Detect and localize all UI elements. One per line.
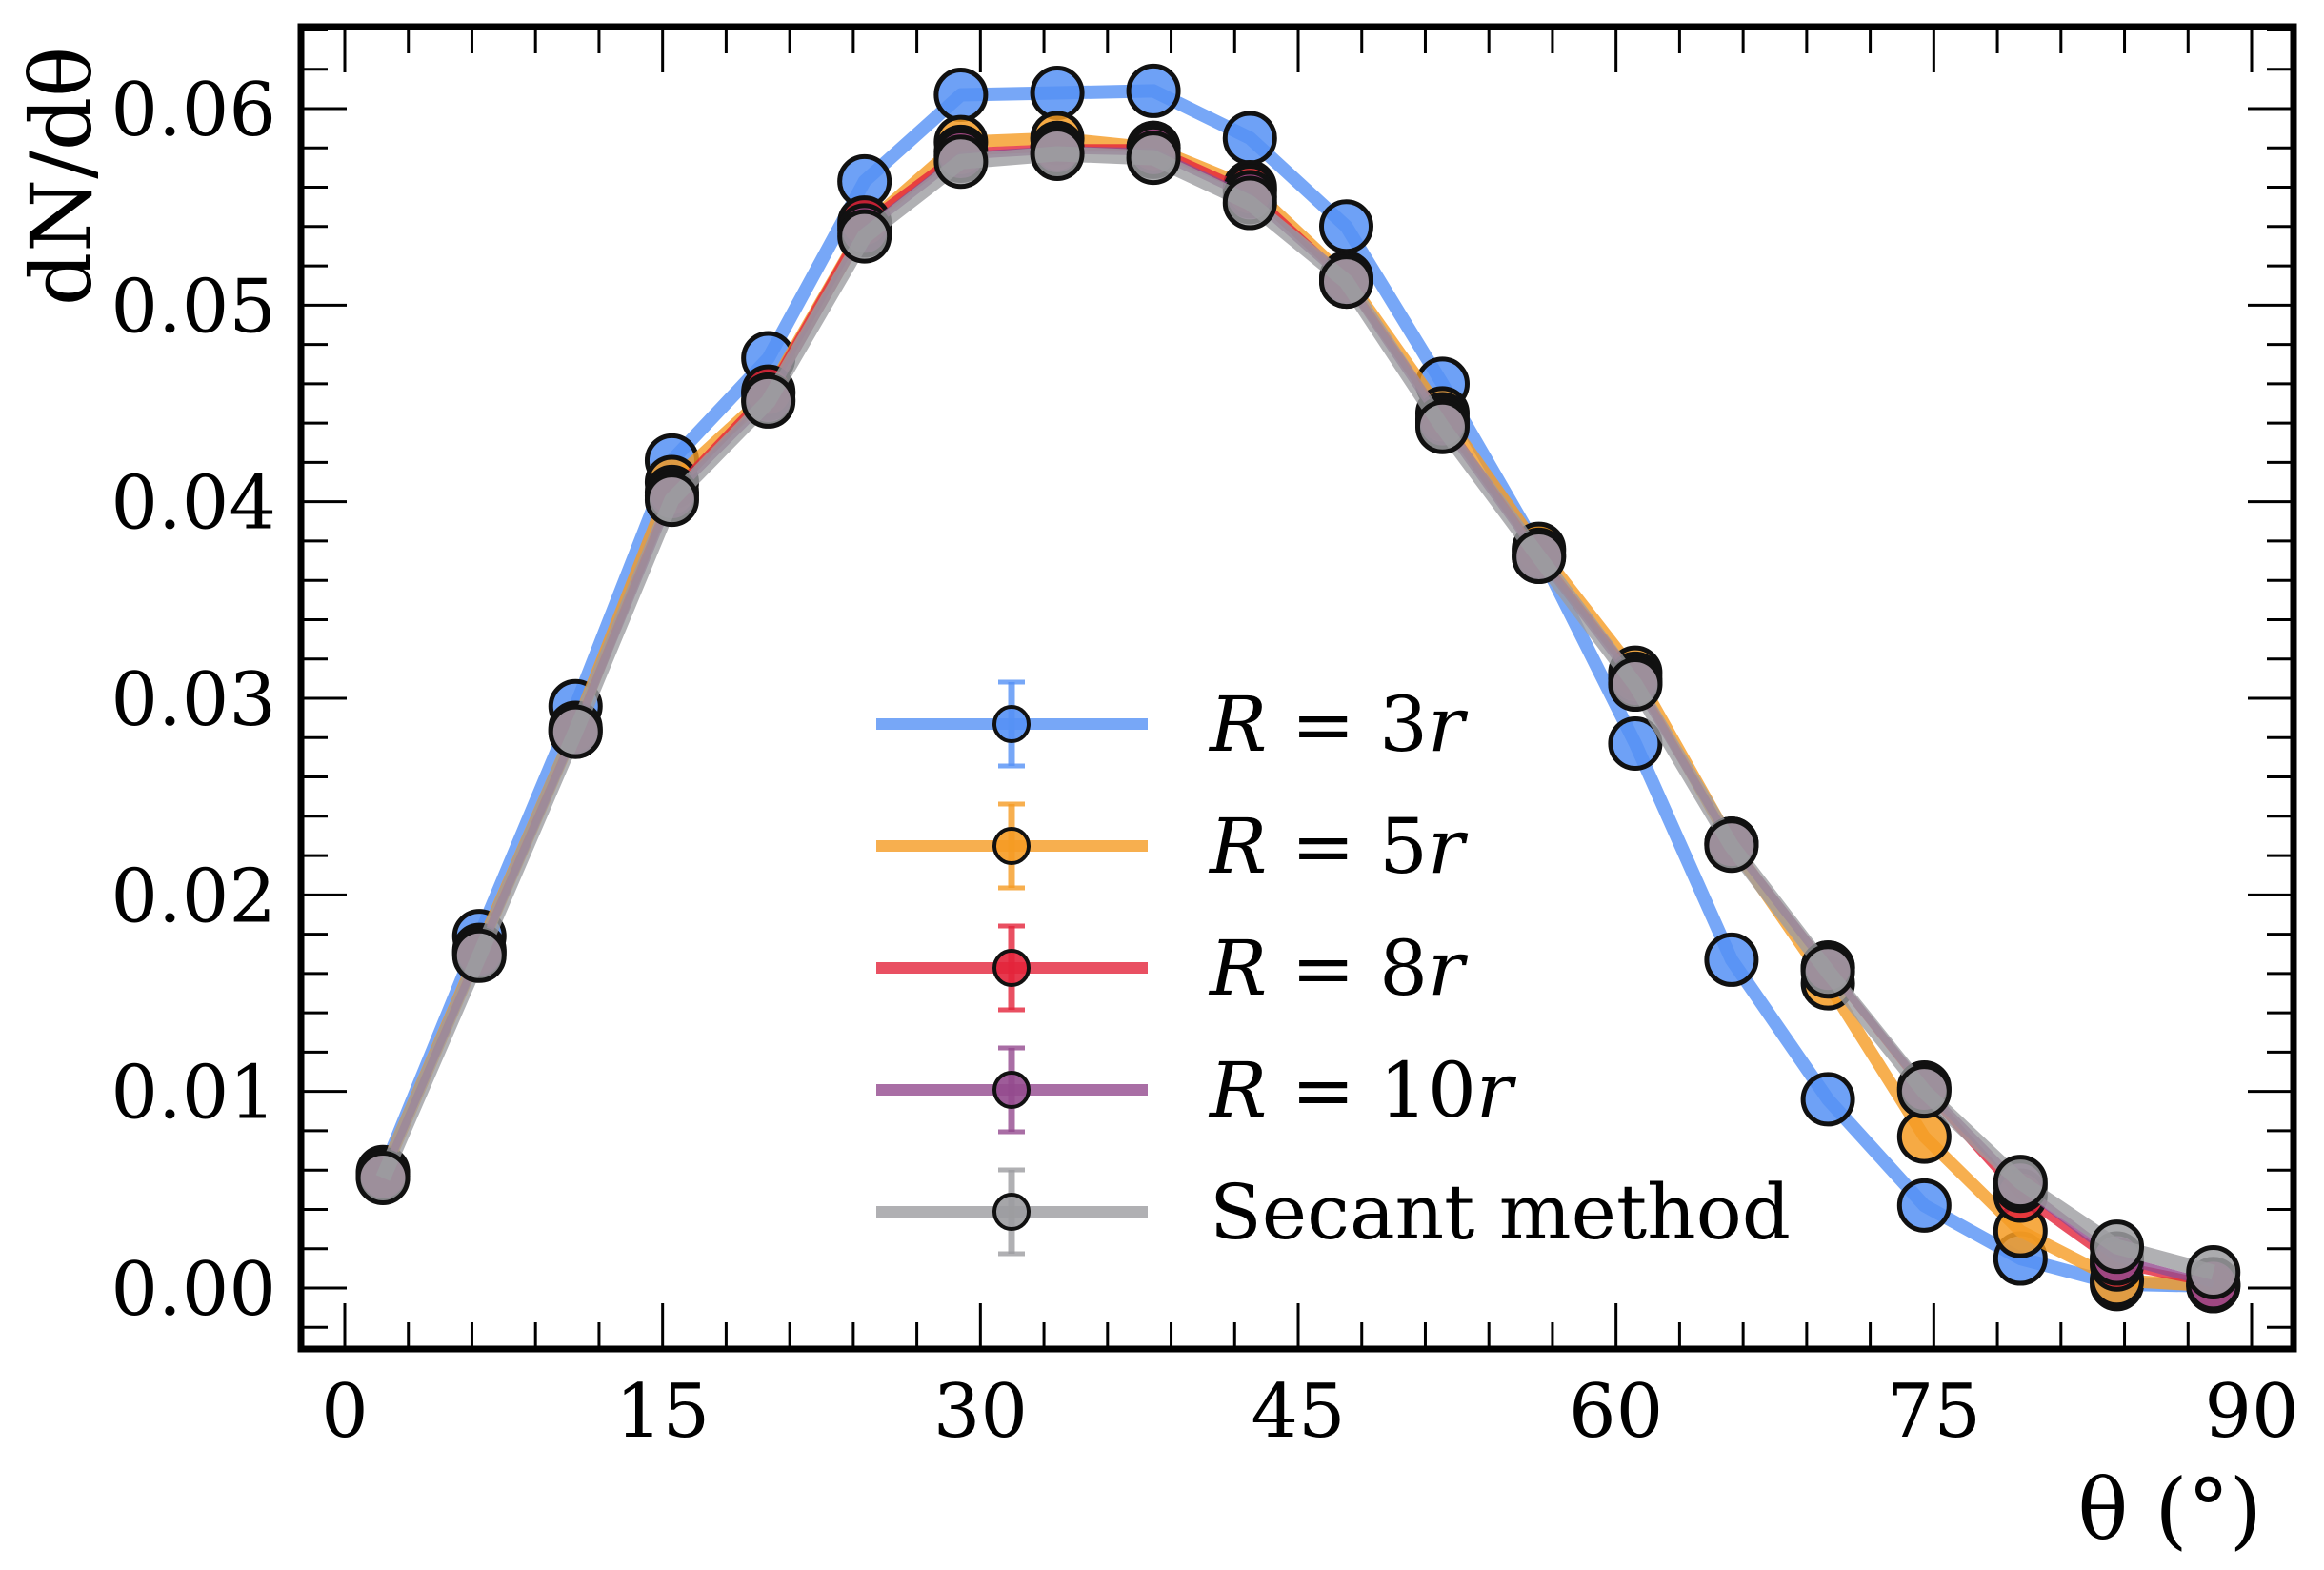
- data-point: [451, 928, 507, 983]
- legend-marker: [992, 705, 1031, 743]
- x-tick-label: 45: [1251, 1369, 1345, 1455]
- data-point: [2090, 1219, 2145, 1275]
- data-point: [933, 68, 989, 123]
- data-point: [1896, 1178, 1952, 1233]
- data-point: [1126, 63, 1181, 118]
- data-point: [1318, 199, 1373, 254]
- y-axis-title: dN/dθ: [12, 47, 110, 306]
- legend-label: R = 5r: [1208, 802, 1469, 891]
- y-tick-label: 0.02: [110, 854, 276, 939]
- data-point: [1126, 131, 1181, 186]
- data-point: [1704, 932, 1759, 987]
- data-point: [741, 373, 796, 429]
- x-tick-label: 90: [2204, 1369, 2298, 1455]
- x-tick-label: 60: [1569, 1369, 1663, 1455]
- data-point: [1030, 126, 1085, 181]
- legend-entry: R = 8r: [876, 923, 1469, 1013]
- series-layer: [355, 63, 2241, 1314]
- data-point: [1800, 944, 1855, 999]
- x-tick-label: 15: [615, 1369, 710, 1455]
- data-point: [644, 473, 699, 528]
- data-point: [548, 704, 603, 759]
- data-point: [1414, 399, 1470, 454]
- data-point: [1608, 657, 1663, 713]
- data-point: [933, 134, 989, 190]
- data-point: [1993, 1155, 2048, 1210]
- plot-frame: [297, 23, 2297, 1353]
- legend-marker: [992, 827, 1031, 865]
- legend-label: R = 3r: [1208, 680, 1469, 769]
- y-tick-label: 0.06: [110, 68, 276, 153]
- legend-entry: R = 5r: [876, 801, 1469, 891]
- x-tick-label: 0: [321, 1369, 369, 1455]
- data-point: [1318, 254, 1373, 310]
- x-tick-label: 30: [933, 1369, 1028, 1455]
- legend-entry: R = 10r: [876, 1045, 1517, 1135]
- y-tick-label: 0.03: [110, 657, 276, 743]
- legend-marker: [992, 949, 1031, 987]
- legend-entry: R = 3r: [876, 679, 1469, 769]
- data-point: [1896, 1064, 1952, 1119]
- data-point: [1512, 529, 1567, 584]
- legend-entry: Secant method: [876, 1167, 1791, 1257]
- data-point: [1800, 1072, 1855, 1127]
- legend-label: R = 8r: [1208, 924, 1469, 1013]
- data-point: [1608, 715, 1663, 771]
- tick-labels: 0 15 30 45 60 75 90 0.00 0.01 0.02 0.03 0.04 0.05 0.0…: [110, 68, 2298, 1455]
- x-axis-label: θ (°): [2077, 1460, 2262, 1559]
- series-secant-method: [355, 126, 2241, 1299]
- legend-label: R = 10r: [1208, 1046, 1517, 1135]
- legend: R = 3r R = 5r R = 8r R = 10r Secant method: [876, 679, 1791, 1257]
- data-point: [837, 209, 892, 264]
- data-point: [1222, 175, 1277, 231]
- axis-ticks: [301, 27, 2294, 1349]
- y-tick-label: 0.00: [110, 1247, 276, 1333]
- y-tick-label: 0.05: [110, 264, 276, 350]
- legend-label: Secant method: [1210, 1168, 1791, 1257]
- data-point: [1704, 818, 1759, 874]
- data-point: [1896, 1109, 1952, 1164]
- data-point: [1030, 65, 1085, 120]
- data-point: [2186, 1244, 2241, 1299]
- legend-marker: [992, 1193, 1031, 1231]
- y-tick-label: 0.01: [110, 1051, 276, 1137]
- data-point: [1222, 111, 1277, 166]
- legend-marker: [992, 1071, 1031, 1109]
- x-tick-label: 75: [1887, 1369, 1981, 1455]
- data-point: [355, 1150, 411, 1205]
- y-tick-label: 0.04: [110, 461, 276, 547]
- y-axis-label: dN/dθ: [12, 47, 110, 306]
